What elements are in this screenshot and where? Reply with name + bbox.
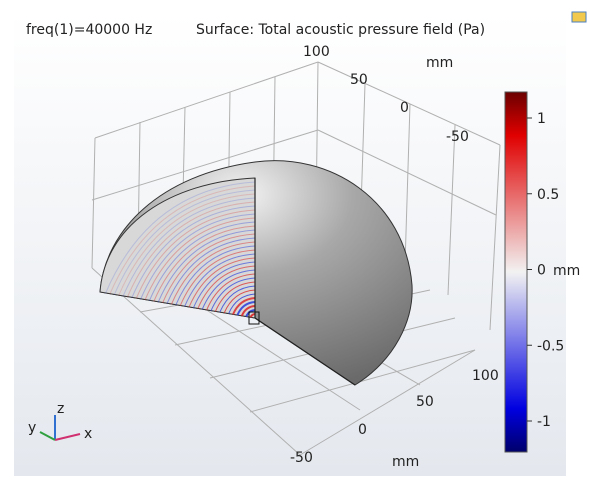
bottom-axis-tick: 50 xyxy=(416,394,434,410)
ring xyxy=(162,233,256,304)
ring xyxy=(219,285,256,313)
title-frequency: freq(1)=40000 Hz xyxy=(26,22,152,38)
top-axis-tick: 100 xyxy=(303,44,330,60)
ring xyxy=(192,261,256,309)
color-bar-label: 0 xyxy=(537,263,546,279)
ring xyxy=(144,217,256,301)
ring xyxy=(135,209,256,299)
bottom-axis-tick: -50 xyxy=(290,450,313,466)
color-bar-label: -0.5 xyxy=(537,338,564,354)
ring xyxy=(122,197,256,297)
z-axis-unit: mm xyxy=(553,263,580,279)
ring xyxy=(140,213,256,300)
top-axis-tick: 0 xyxy=(400,100,409,116)
top-axis-unit: mm xyxy=(426,55,453,71)
bottom-axis-tick: 0 xyxy=(358,422,367,438)
top-axis-tick: -50 xyxy=(446,129,469,145)
ring xyxy=(170,241,256,305)
ring xyxy=(236,301,256,316)
toolbar-icon[interactable] xyxy=(571,11,587,23)
top-axis-tick: 50 xyxy=(350,72,368,88)
ring xyxy=(214,281,256,312)
ring xyxy=(166,237,256,304)
x-arrow xyxy=(54,433,81,441)
y-arrow xyxy=(39,431,56,441)
color-bar-label: 1 xyxy=(537,111,546,127)
ring xyxy=(157,229,256,303)
ring xyxy=(228,293,256,314)
ring xyxy=(109,185,256,295)
ring xyxy=(184,253,256,307)
pressure-rings xyxy=(104,181,256,318)
ring xyxy=(104,181,256,294)
ring xyxy=(188,257,256,308)
triad-y: y xyxy=(28,420,36,436)
color-bar-label: 0.5 xyxy=(537,187,559,203)
ring xyxy=(201,269,256,310)
ring xyxy=(223,289,256,314)
triad: z x y xyxy=(28,401,92,442)
ring xyxy=(131,205,256,299)
title-surface: Surface: Total acoustic pressure field (… xyxy=(196,22,485,38)
color-bar-label: -1 xyxy=(537,414,551,430)
ring xyxy=(153,225,256,302)
ring xyxy=(113,189,256,296)
triad-z: z xyxy=(57,401,64,417)
ring xyxy=(206,273,256,311)
ring xyxy=(210,277,256,311)
color-bar xyxy=(504,91,528,453)
ring xyxy=(148,221,256,301)
ring xyxy=(118,193,256,296)
bottom-axis-unit: mm xyxy=(392,454,419,470)
bottom-axis-tick: 100 xyxy=(472,368,499,384)
cut-edge xyxy=(254,178,356,386)
cut-face xyxy=(99,177,256,319)
transducer xyxy=(248,311,260,325)
ring xyxy=(126,201,256,298)
ring xyxy=(240,305,256,317)
ring xyxy=(179,249,256,306)
triad-x: x xyxy=(84,426,92,442)
ring xyxy=(232,297,256,315)
ring xyxy=(197,265,256,309)
ring xyxy=(175,245,256,306)
